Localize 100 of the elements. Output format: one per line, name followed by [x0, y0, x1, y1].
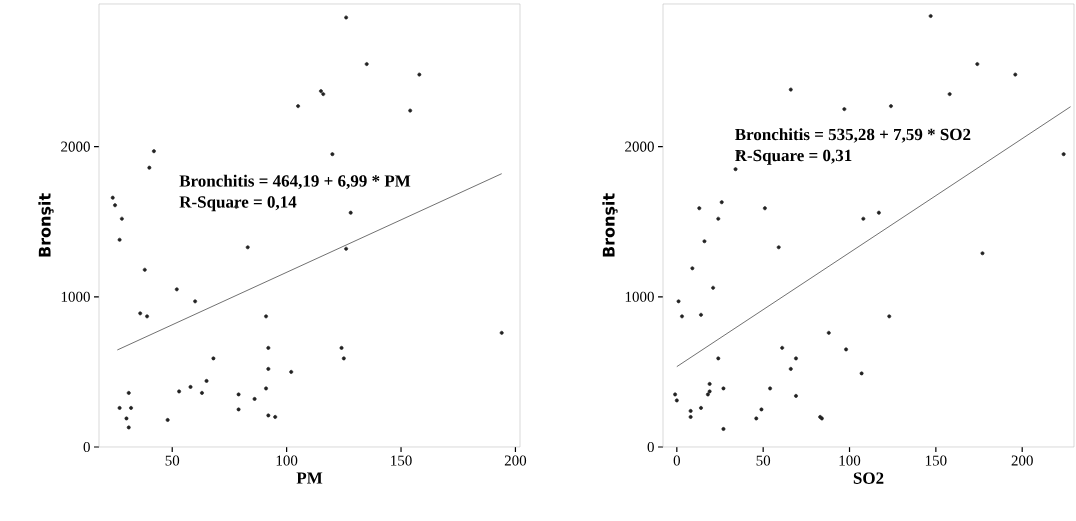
- y-tick-label: 1000: [61, 291, 90, 302]
- x-tick-label: 0: [673, 455, 680, 466]
- point: [330, 152, 335, 157]
- x-tick-label: 100: [276, 455, 298, 466]
- point: [344, 246, 349, 251]
- point: [236, 392, 241, 397]
- point: [126, 390, 131, 395]
- point: [928, 14, 933, 18]
- point: [264, 314, 268, 319]
- point: [1061, 152, 1066, 157]
- x-tick-label: 200: [504, 455, 527, 466]
- point: [129, 405, 133, 410]
- point: [674, 398, 679, 403]
- point: [716, 356, 721, 361]
- point: [707, 389, 712, 394]
- point: [273, 415, 278, 419]
- x-tick-label: 200: [1011, 455, 1033, 466]
- point: [859, 371, 864, 376]
- y-tick-label: 2000: [625, 141, 654, 152]
- point: [188, 384, 193, 389]
- point: [776, 245, 781, 250]
- y-axis-title: Bronşit: [38, 193, 54, 257]
- annotation: Bronchitis = 535,28 + 7,59 * SO2: [735, 128, 971, 143]
- point: [408, 108, 413, 113]
- x-axis-title: SO2: [853, 472, 884, 484]
- point: [947, 92, 952, 97]
- point: [711, 285, 716, 290]
- point: [174, 287, 179, 292]
- point: [147, 165, 152, 170]
- point: [364, 62, 369, 66]
- point: [887, 314, 892, 319]
- point: [264, 386, 268, 391]
- point: [252, 396, 257, 401]
- point: [680, 314, 684, 319]
- y-tick-label: 1000: [625, 291, 654, 302]
- point: [204, 378, 209, 383]
- y-tick-label: 0: [83, 441, 90, 453]
- point: [113, 203, 117, 208]
- point: [702, 239, 707, 244]
- point: [417, 72, 422, 77]
- point: [673, 392, 678, 397]
- point: [794, 356, 798, 361]
- annotation: Bronchitis = 464,19 + 6,99 * PM: [179, 174, 411, 190]
- point: [699, 312, 703, 317]
- point: [788, 87, 793, 92]
- point: [151, 149, 156, 154]
- point: [289, 369, 294, 374]
- point: [341, 356, 346, 361]
- point: [211, 356, 216, 361]
- point: [762, 206, 767, 211]
- point: [145, 314, 150, 319]
- point: [688, 408, 693, 413]
- point: [177, 389, 182, 394]
- point: [842, 107, 847, 112]
- point: [721, 427, 726, 431]
- point: [236, 407, 241, 412]
- point: [676, 299, 681, 304]
- point: [697, 206, 702, 211]
- x-tick-label: 50: [165, 455, 180, 466]
- point: [754, 416, 759, 421]
- y-axis-title: Bronşit: [602, 193, 618, 257]
- x-tick-label: 150: [925, 455, 947, 466]
- point: [889, 104, 893, 109]
- point: [348, 210, 353, 215]
- point: [321, 92, 326, 97]
- point: [138, 311, 143, 316]
- x-tick-label: 100: [839, 455, 861, 466]
- point: [861, 216, 866, 221]
- point: [794, 393, 798, 398]
- point: [117, 405, 122, 410]
- point: [193, 299, 198, 304]
- x-axis-title: PM: [296, 472, 323, 484]
- point: [319, 89, 323, 94]
- point: [733, 167, 738, 172]
- point: [705, 392, 710, 397]
- x-tick-label: 50: [756, 455, 771, 466]
- point: [975, 62, 980, 66]
- point: [339, 345, 344, 350]
- point: [759, 407, 764, 412]
- point: [788, 366, 793, 371]
- point: [110, 195, 115, 200]
- point: [119, 216, 124, 221]
- point: [721, 386, 726, 391]
- point: [266, 366, 271, 371]
- point: [707, 381, 712, 386]
- point: [716, 216, 721, 221]
- y-tick-label: 0: [647, 441, 654, 453]
- x-tick-label: 150: [391, 455, 412, 466]
- point: [844, 347, 849, 352]
- point: [499, 330, 504, 335]
- point: [124, 416, 129, 421]
- point: [699, 405, 703, 410]
- point: [826, 330, 831, 335]
- annotation: R-Square = 0,31: [735, 149, 852, 165]
- annotation: R-Square = 0,14: [179, 196, 297, 212]
- point: [719, 200, 724, 205]
- point: [688, 415, 693, 419]
- point: [1013, 72, 1018, 77]
- point: [165, 418, 170, 422]
- point: [768, 386, 773, 391]
